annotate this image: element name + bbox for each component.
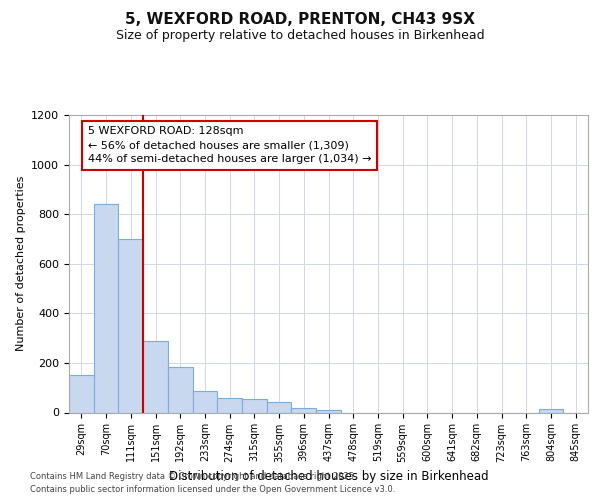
Bar [168,366,193,412]
Text: Contains HM Land Registry data © Crown copyright and database right 2025.: Contains HM Land Registry data © Crown c… [30,472,356,481]
Bar [242,399,267,412]
Bar [143,340,168,412]
Bar [217,398,242,412]
Text: 5 WEXFORD ROAD: 128sqm
← 56% of detached houses are smaller (1,309)
44% of semi-: 5 WEXFORD ROAD: 128sqm ← 56% of detached… [88,126,371,164]
Text: 5, WEXFORD ROAD, PRENTON, CH43 9SX: 5, WEXFORD ROAD, PRENTON, CH43 9SX [125,12,475,28]
Bar [69,376,94,412]
Bar [118,239,143,412]
Bar [193,392,217,412]
Text: Contains public sector information licensed under the Open Government Licence v3: Contains public sector information licen… [30,485,395,494]
X-axis label: Distribution of detached houses by size in Birkenhead: Distribution of detached houses by size … [169,470,488,483]
Bar [316,410,341,412]
Y-axis label: Number of detached properties: Number of detached properties [16,176,26,352]
Bar [292,408,316,412]
Bar [267,402,292,412]
Bar [539,409,563,412]
Bar [94,204,118,412]
Text: Size of property relative to detached houses in Birkenhead: Size of property relative to detached ho… [116,29,484,42]
